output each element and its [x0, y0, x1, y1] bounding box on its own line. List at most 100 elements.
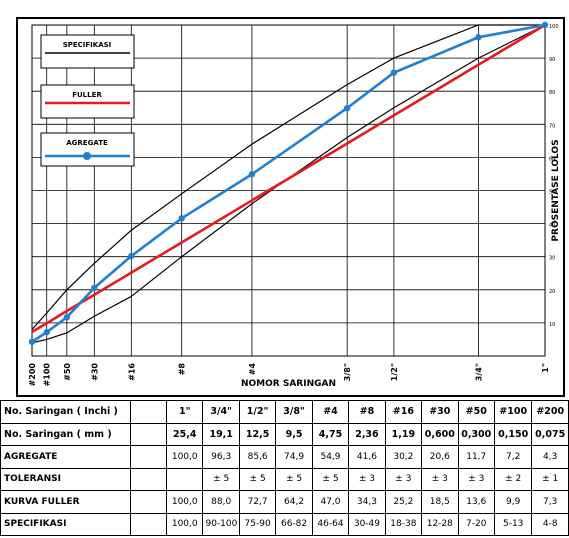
table-cell: 96,3 — [202, 445, 240, 469]
table-cell: #16 — [384, 400, 423, 424]
table-cell: ± 3 — [421, 467, 459, 491]
table-cell: 5-13 — [493, 512, 533, 536]
y-tick-label: 10 — [549, 322, 555, 328]
data-point-agregate — [63, 314, 71, 321]
table-cell: 2,36 — [348, 422, 386, 446]
table-cell: ± 5 — [311, 467, 350, 491]
data-point-agregate — [343, 104, 351, 112]
table-cell: 74,9 — [275, 445, 313, 469]
table-cell: #200 — [531, 400, 569, 424]
table-cell: 100,0 — [166, 490, 204, 514]
legend-label: FULLER — [72, 91, 102, 99]
x-tick-label: 1" — [541, 363, 550, 373]
legend-box — [40, 84, 135, 119]
table-spacer-cell — [129, 512, 168, 536]
table-spacer-cell — [129, 445, 168, 469]
legend-box — [40, 132, 135, 167]
table-cell: ± 5 — [275, 467, 313, 491]
table-cell: 4,3 — [531, 445, 569, 469]
table-cell: 66-82 — [275, 512, 313, 536]
x-tick-label: 3/4" — [474, 363, 483, 381]
table-cell: 18,5 — [421, 490, 459, 514]
table-cell: 54,9 — [311, 445, 350, 469]
y-tick-label: 50 — [549, 190, 555, 196]
data-point-agregate — [28, 338, 36, 345]
table-cell: 88,0 — [202, 490, 240, 514]
data-point-agregate — [178, 215, 185, 222]
table-cell: 20,6 — [421, 445, 459, 469]
table-cell: ± 1 — [531, 467, 569, 491]
table-cell: 34,3 — [348, 490, 386, 514]
table-spacer-cell — [129, 490, 168, 514]
table-cell: 4,75 — [311, 422, 350, 446]
row-label: KURVA FULLER — [0, 490, 131, 514]
data-point-agregate — [91, 284, 98, 292]
table-cell: 100,0 — [166, 445, 204, 469]
table-cell: 12,5 — [238, 422, 277, 446]
legend-label: SPECIFIKASI — [63, 41, 112, 49]
table-cell: 1,19 — [384, 422, 423, 446]
table-cell: #8 — [348, 400, 386, 424]
table-cell: 1/2" — [238, 400, 277, 424]
data-point-agregate — [541, 21, 549, 29]
table-row: TOLERANSI ± 5 ± 5 ± 5 ± 5 ± 3 ± 3 ± 3 ± 3 ± 2 ± 1 — [0, 467, 569, 491]
legend-marker — [83, 152, 91, 160]
table-cell: 7,3 — [531, 490, 569, 514]
table-row: KURVA FULLER 100,0 88,0 72,7 64,2 47,0 34,3 25,… — [0, 490, 569, 514]
table-spacer-cell — [129, 467, 168, 491]
y-tick-label: 100 — [549, 24, 559, 30]
x-tick-label: 1/2" — [390, 363, 399, 381]
table-cell: 100,0 — [166, 512, 204, 536]
table-cell — [166, 467, 204, 491]
table-cell: 4-8 — [531, 512, 569, 536]
table-cell: 0,600 — [421, 422, 459, 446]
table-cell: ± 5 — [238, 467, 277, 491]
data-point-agregate — [248, 171, 256, 178]
x-tick-label: #30 — [90, 363, 99, 381]
x-tick-label: 3/8" — [343, 363, 352, 381]
table-cell: ± 3 — [384, 467, 423, 491]
data-point-agregate — [128, 252, 135, 260]
series-line-specifikasi — [31, 24, 545, 330]
table-cell: 3/4" — [202, 400, 240, 424]
table-cell: 19,1 — [202, 422, 240, 446]
row-label: No. Saringan ( Inchi ) — [0, 400, 131, 424]
table-cell: 18-38 — [384, 512, 423, 536]
row-label: No. Saringan ( mm ) — [0, 422, 131, 446]
table-cell: 25,4 — [166, 422, 204, 446]
table-cell: #4 — [311, 400, 350, 424]
table-cell: 7,2 — [493, 445, 533, 469]
table-cell: 9,5 — [275, 422, 313, 446]
table-cell: 1" — [166, 400, 204, 424]
table-cell: 25,2 — [384, 490, 423, 514]
row-label: AGREGATE — [0, 445, 131, 469]
table-row: SPECIFIKASI 100,0 90-100 75-90 66-82 46-64 30-… — [0, 512, 569, 536]
table-row: No. Saringan ( Inchi ) 1" 3/4" 1/2" 3/8" #4 #8… — [0, 400, 569, 424]
table-cell: ± 2 — [493, 467, 533, 491]
data-point-agregate — [43, 328, 50, 336]
table-cell: 7-20 — [457, 512, 495, 536]
x-tick-label: #8 — [178, 363, 187, 376]
x-axis-label: NOMOR SARINGAN — [241, 379, 336, 389]
table-cell: 0,150 — [493, 422, 533, 446]
y-tick-label: 60 — [549, 156, 555, 162]
y-tick-label: 20 — [549, 289, 555, 295]
legend-label: AGREGATE — [66, 139, 108, 147]
series-line-fuller — [31, 23, 546, 333]
table-cell: #30 — [421, 400, 459, 424]
table-cell: ± 3 — [348, 467, 386, 491]
data-point-agregate — [390, 69, 398, 76]
gradation-chart: 10 20 30 40 50 60 70 80 90 100 PROSENTASE LOLOS #20… — [16, 17, 565, 397]
chart-canvas: 10 20 30 40 50 60 70 80 90 100 PROSENTASE LOLOS #20… — [28, 21, 561, 389]
row-label: TOLERANSI — [0, 467, 131, 491]
table-cell: 11,7 — [457, 445, 495, 469]
x-tick-label: #16 — [127, 363, 136, 381]
table-cell: 46-64 — [311, 512, 350, 536]
table-cell: 13,6 — [457, 490, 495, 514]
table-row: No. Saringan ( mm ) 25,4 19,1 12,5 9,5 4,75 2,… — [0, 422, 569, 446]
gradation-table: No. Saringan ( Inchi ) 1" 3/4" 1/2" 3/8" #4 #8… — [0, 400, 569, 536]
table-cell: 9,9 — [493, 490, 533, 514]
table-cell: 0,075 — [531, 422, 569, 446]
table-cell: 75-90 — [238, 512, 277, 536]
y-tick-label: 70 — [549, 123, 555, 129]
